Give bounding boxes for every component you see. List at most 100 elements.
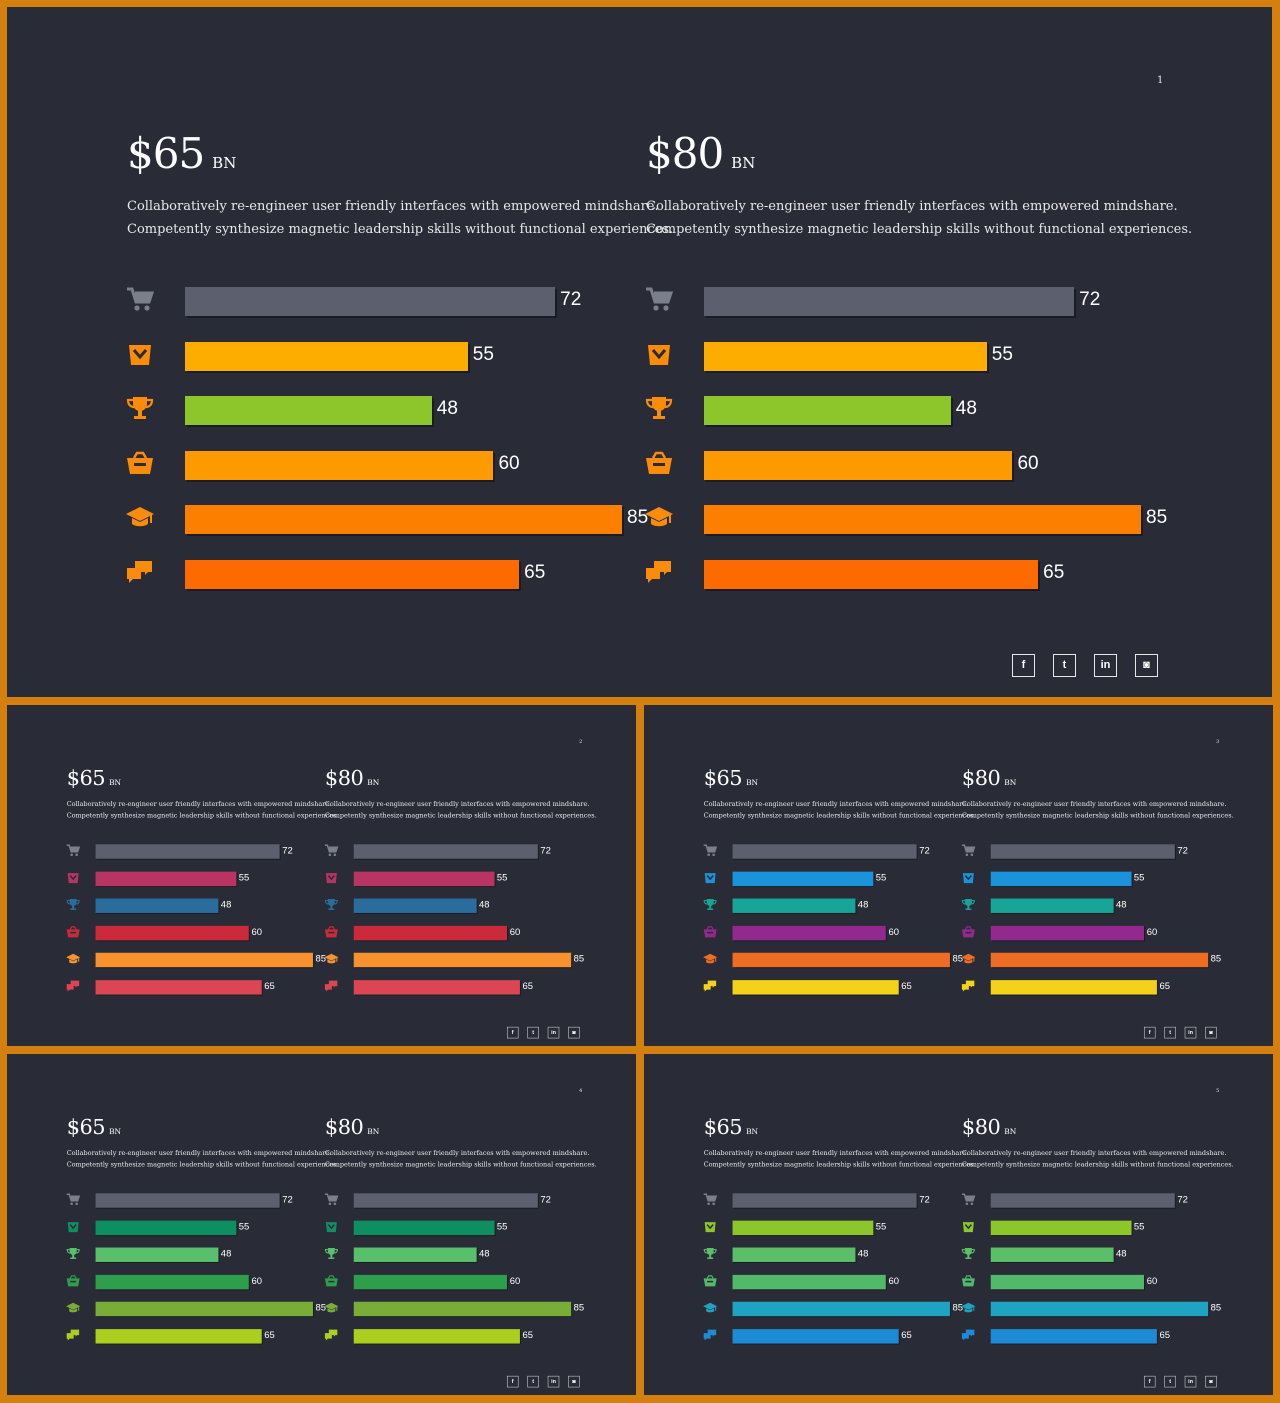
- bar-row: 48: [961, 897, 1241, 914]
- facebook-icon[interactable]: f: [506, 1026, 519, 1039]
- bar-value-label: 65: [1159, 1330, 1171, 1341]
- graduation-cap-icon: [324, 1300, 341, 1317]
- description-line: Competently synthesize magnetic leadersh…: [127, 222, 674, 237]
- stat-panel: $65 BN Collaboratively re-engineer user fr…: [126, 7, 687, 697]
- facebook-icon[interactable]: f: [1012, 654, 1035, 677]
- bar-row: 55: [962, 1219, 1241, 1236]
- bar-value-label: 85: [1210, 953, 1222, 965]
- twitter-icon[interactable]: t: [527, 1375, 539, 1388]
- bar-value-label: 72: [1177, 845, 1188, 856]
- bar: [95, 980, 262, 995]
- bar-row: 85: [961, 1300, 1241, 1317]
- bar: [732, 844, 917, 859]
- cart-icon: [961, 1192, 978, 1209]
- basket-icon: [961, 924, 978, 941]
- unit-label: BN: [1004, 1127, 1017, 1137]
- description-line: Collaboratively re-engineer user friendl…: [66, 800, 332, 808]
- twitter-icon[interactable]: t: [1164, 1375, 1176, 1388]
- bar-row: 72: [66, 1192, 346, 1209]
- bar: [990, 925, 1145, 941]
- twitter-icon[interactable]: t: [1053, 654, 1076, 677]
- trophy-icon: [66, 897, 83, 914]
- instagram-icon[interactable]: ◙: [568, 1375, 580, 1388]
- bar: [704, 396, 951, 425]
- instagram-icon[interactable]: ◙: [1135, 654, 1158, 677]
- bar: [732, 925, 887, 941]
- facebook-icon[interactable]: f: [1143, 1375, 1156, 1388]
- linkedin-icon[interactable]: in: [547, 1375, 560, 1388]
- bar-value-label: 48: [479, 1248, 490, 1259]
- bar-row: 72: [324, 843, 604, 860]
- slide-content: 4 $65 BN Collaboratively re-engineer user f…: [7, 1054, 636, 1395]
- bar-row: 72: [703, 1192, 983, 1209]
- bar-row: 55: [704, 1219, 983, 1236]
- bar-row: 65: [127, 557, 687, 591]
- description-line: Competently synthesize magnetic leadersh…: [703, 1160, 976, 1169]
- big-value: $80: [961, 1114, 1001, 1140]
- bar: [704, 505, 1141, 534]
- bar-row: 48: [645, 393, 1206, 427]
- headline: $80 BN: [962, 766, 1016, 790]
- bag-icon: [66, 870, 83, 887]
- bar-value-label: 60: [1146, 1275, 1158, 1287]
- bar-value-label: 65: [264, 1330, 275, 1341]
- bar-row: 85: [66, 1300, 346, 1317]
- bag-icon: [703, 1219, 720, 1236]
- bar: [185, 287, 556, 316]
- slide-4: 4 $65 BN Collaboratively re-engineer user f…: [7, 1054, 636, 1395]
- bar-value-label: 72: [1079, 289, 1101, 310]
- twitter-icon[interactable]: t: [527, 1026, 539, 1039]
- linkedin-icon[interactable]: in: [1094, 654, 1117, 677]
- bag-icon: [961, 1219, 978, 1236]
- instagram-icon[interactable]: ◙: [1205, 1026, 1217, 1039]
- bar: [95, 898, 219, 913]
- twitter-icon[interactable]: t: [1164, 1026, 1176, 1039]
- bar-row: 85: [66, 951, 346, 968]
- bar: [353, 952, 572, 968]
- bar-value-label: 72: [282, 845, 293, 856]
- chat-icon: [961, 979, 978, 996]
- bar-row: 65: [324, 1328, 604, 1345]
- bar-row: 48: [324, 1246, 604, 1263]
- bar-value-label: 65: [1043, 562, 1065, 583]
- bar-row: 55: [962, 870, 1241, 887]
- bar: [353, 925, 508, 941]
- basket-icon: [324, 924, 341, 941]
- bar-value-label: 55: [496, 1221, 508, 1233]
- unit-label: BN: [109, 778, 122, 788]
- facebook-icon[interactable]: f: [506, 1375, 519, 1388]
- bar: [95, 1220, 237, 1236]
- description: Collaboratively re-engineer user friendl…: [66, 799, 339, 822]
- bar-value-label: 65: [901, 981, 912, 992]
- linkedin-icon[interactable]: in: [547, 1026, 560, 1039]
- headline: $65 BN: [127, 129, 236, 178]
- bar: [95, 925, 250, 941]
- bar-row: 85: [324, 1300, 604, 1317]
- bar: [185, 560, 520, 589]
- big-value: $65: [703, 765, 743, 791]
- instagram-icon[interactable]: ◙: [568, 1026, 580, 1039]
- bar-value-label: 55: [991, 344, 1013, 365]
- bar-value-label: 85: [952, 953, 963, 965]
- stat-panel: $65 BN Collaboratively re-engineer user fr…: [66, 1054, 346, 1395]
- bar: [990, 1274, 1145, 1290]
- cart-icon: [703, 1192, 720, 1209]
- unit-label: BN: [367, 778, 380, 788]
- instagram-icon[interactable]: ◙: [1205, 1375, 1217, 1388]
- page-number: 3: [1216, 738, 1220, 745]
- bar-value-label: 72: [919, 1194, 930, 1205]
- unit-label: BN: [731, 154, 756, 172]
- facebook-icon[interactable]: f: [1143, 1026, 1156, 1039]
- basket-icon: [703, 924, 720, 941]
- bar-value-label: 48: [220, 899, 232, 910]
- bar: [185, 342, 468, 371]
- linkedin-icon[interactable]: in: [1184, 1375, 1197, 1388]
- linkedin-icon[interactable]: in: [1184, 1026, 1197, 1039]
- bar-row: 85: [703, 951, 983, 968]
- trophy-icon: [703, 1246, 720, 1263]
- chat-icon: [125, 557, 159, 591]
- bar: [990, 1301, 1209, 1317]
- description-line: Collaboratively re-engineer user friendl…: [324, 800, 590, 808]
- description: Collaboratively re-engineer user friendl…: [127, 195, 674, 241]
- headline: $65 BN: [704, 1115, 758, 1139]
